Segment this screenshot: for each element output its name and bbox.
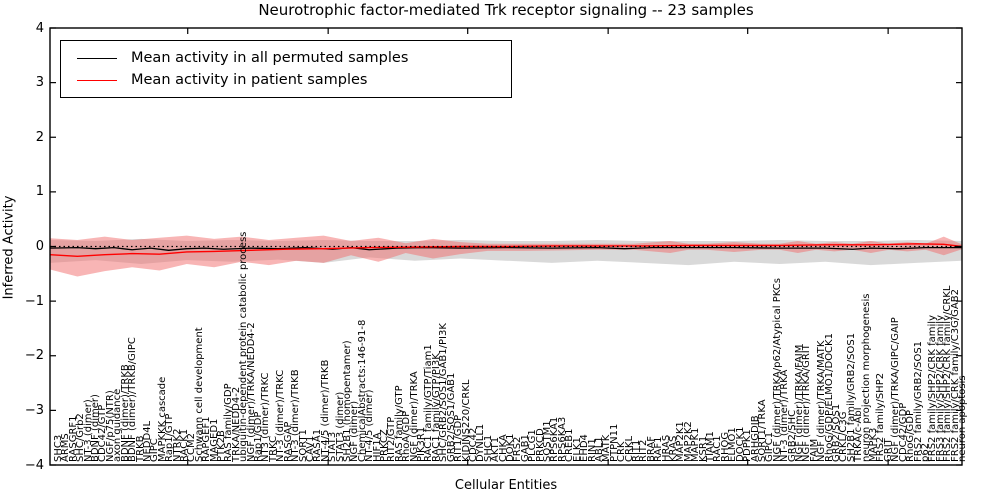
legend-label-patient: Mean activity in patient samples (131, 72, 368, 88)
chart-title: Neurotrophic factor-mediated Trk recepto… (258, 1, 754, 19)
x-axis-label: Cellular Entities (454, 478, 558, 493)
legend: Mean activity in all permuted samples Me… (60, 40, 512, 98)
y-tick-label: −4 (24, 457, 44, 473)
legend-item-permuted: Mean activity in all permuted samples (69, 47, 501, 69)
y-tick-label: 3 (35, 75, 44, 91)
entity-label: neuron apoptosis (957, 375, 968, 462)
y-tick-label: 1 (35, 184, 44, 200)
series-line-0 (49, 246, 962, 251)
y-tick-label: 0 (35, 239, 44, 254)
legend-line-permuted-swatch (77, 57, 117, 59)
y-tick-label: −1 (24, 293, 44, 309)
legend-line-patient-swatch (77, 79, 117, 81)
y-tick-label: 4 (35, 20, 44, 36)
y-tick-label: −3 (24, 402, 44, 418)
legend-label-permuted: Mean activity in all permuted samples (131, 50, 409, 66)
y-tick-label: 2 (35, 129, 44, 145)
y-tick-label: −2 (24, 348, 44, 364)
legend-item-patient: Mean activity in patient samples (69, 69, 501, 91)
